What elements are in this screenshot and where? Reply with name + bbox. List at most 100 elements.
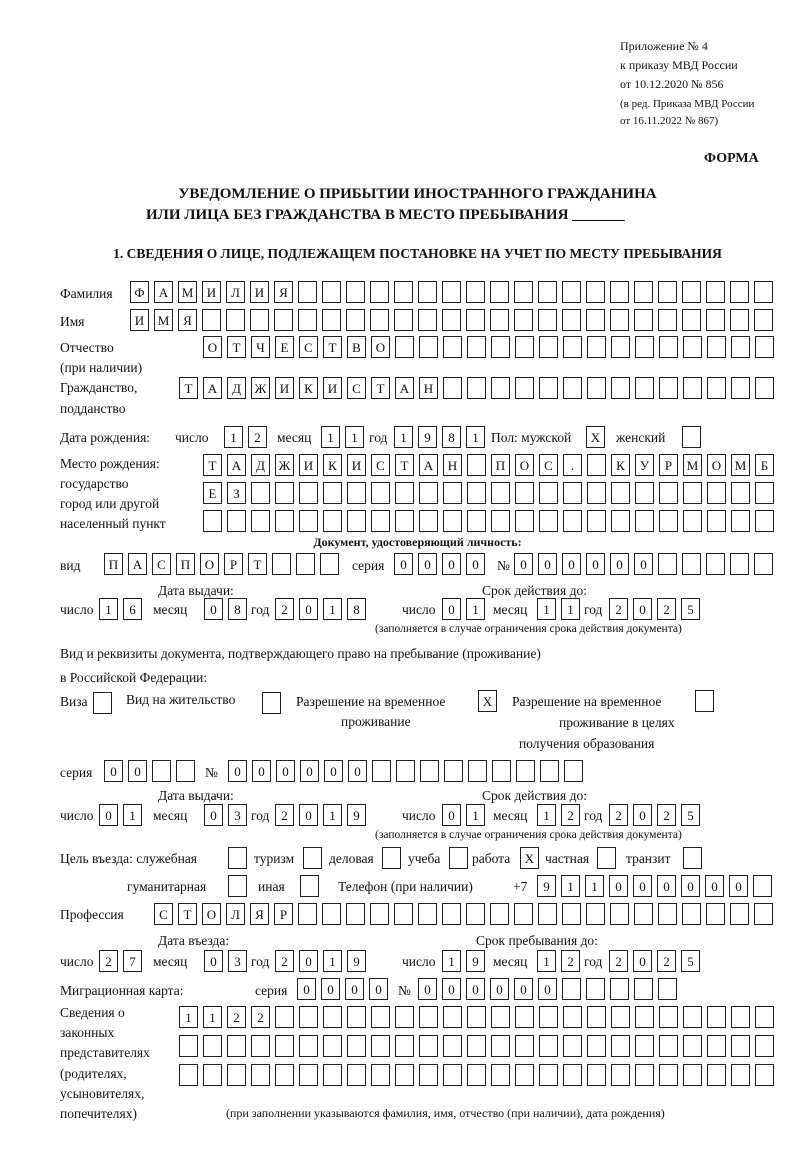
- purpose-work-checkbox[interactable]: X: [520, 847, 539, 869]
- birth-place-box[interactable]: Н: [443, 454, 462, 476]
- birth-place-box[interactable]: [419, 482, 438, 504]
- entry-month-box[interactable]: 0: [204, 950, 223, 972]
- patronymic-box[interactable]: [755, 336, 774, 358]
- representatives-box[interactable]: 2: [227, 1006, 246, 1028]
- representatives-box[interactable]: [731, 1064, 750, 1086]
- patronymic-box[interactable]: Е: [275, 336, 294, 358]
- sex-female-checkbox[interactable]: [682, 426, 701, 448]
- name-box[interactable]: [226, 309, 245, 331]
- migration-number-box[interactable]: [634, 978, 653, 1000]
- birth-place-box[interactable]: К: [611, 454, 630, 476]
- id-number-box[interactable]: [730, 553, 749, 575]
- birth-place-box[interactable]: А: [419, 454, 438, 476]
- representatives-box[interactable]: [275, 1035, 294, 1057]
- representatives-box[interactable]: [347, 1035, 366, 1057]
- name-box[interactable]: [730, 309, 749, 331]
- representatives-box[interactable]: 2: [251, 1006, 270, 1028]
- birth-place-box[interactable]: [371, 510, 390, 532]
- representatives-box[interactable]: [395, 1006, 414, 1028]
- name-box[interactable]: М: [154, 309, 173, 331]
- citizenship-box[interactable]: [635, 377, 654, 399]
- purpose-business-checkbox[interactable]: [382, 847, 401, 869]
- birth-place-box[interactable]: [251, 482, 270, 504]
- id-number-box[interactable]: 0: [586, 553, 605, 575]
- birth-place-box[interactable]: [755, 482, 774, 504]
- birth-place-box[interactable]: И: [347, 454, 366, 476]
- res-number-box[interactable]: [372, 760, 391, 782]
- birth-place-box[interactable]: С: [371, 454, 390, 476]
- representatives-box[interactable]: [515, 1035, 534, 1057]
- patronymic-box[interactable]: О: [371, 336, 390, 358]
- representatives-box[interactable]: [491, 1006, 510, 1028]
- birth-place-box[interactable]: Б: [755, 454, 774, 476]
- profession-box[interactable]: [538, 903, 557, 925]
- id-type-box[interactable]: П: [176, 553, 195, 575]
- profession-box[interactable]: [658, 903, 677, 925]
- res-issue-year-box[interactable]: 9: [347, 804, 366, 826]
- citizenship-box[interactable]: [563, 377, 582, 399]
- representatives-box[interactable]: 1: [203, 1006, 222, 1028]
- id-type-box[interactable]: Р: [224, 553, 243, 575]
- name-box[interactable]: [610, 309, 629, 331]
- birth-place-box[interactable]: У: [635, 454, 654, 476]
- birth-month-box[interactable]: 1: [321, 426, 340, 448]
- id-type-box[interactable]: [296, 553, 315, 575]
- name-box[interactable]: [634, 309, 653, 331]
- id-valid-year-box[interactable]: 2: [657, 598, 676, 620]
- citizenship-box[interactable]: Н: [419, 377, 438, 399]
- id-valid-month-box[interactable]: 1: [561, 598, 580, 620]
- birth-day-box[interactable]: 2: [248, 426, 267, 448]
- entry-day-box[interactable]: 2: [99, 950, 118, 972]
- representatives-box[interactable]: [539, 1064, 558, 1086]
- profession-box[interactable]: [394, 903, 413, 925]
- migration-series-box[interactable]: 0: [345, 978, 364, 1000]
- phone-box[interactable]: 0: [609, 875, 628, 897]
- birth-month-box[interactable]: 1: [345, 426, 364, 448]
- representatives-box[interactable]: [467, 1035, 486, 1057]
- surname-box[interactable]: [298, 281, 317, 303]
- res-number-box[interactable]: [564, 760, 583, 782]
- citizenship-box[interactable]: А: [203, 377, 222, 399]
- profession-box[interactable]: [706, 903, 725, 925]
- surname-box[interactable]: [682, 281, 701, 303]
- birth-place-box[interactable]: С: [539, 454, 558, 476]
- res-valid-day-box[interactable]: 1: [466, 804, 485, 826]
- representatives-box[interactable]: [347, 1064, 366, 1086]
- representatives-box[interactable]: [635, 1035, 654, 1057]
- birth-place-box[interactable]: [467, 482, 486, 504]
- representatives-box[interactable]: [707, 1064, 726, 1086]
- migration-number-box[interactable]: 0: [514, 978, 533, 1000]
- id-type-box[interactable]: А: [128, 553, 147, 575]
- profession-box[interactable]: [586, 903, 605, 925]
- representatives-box[interactable]: [419, 1035, 438, 1057]
- phone-box[interactable]: 0: [681, 875, 700, 897]
- patronymic-box[interactable]: Т: [323, 336, 342, 358]
- entry-year-box[interactable]: 9: [347, 950, 366, 972]
- stay-month-box[interactable]: 1: [537, 950, 556, 972]
- representatives-box[interactable]: [683, 1035, 702, 1057]
- entry-year-box[interactable]: 1: [323, 950, 342, 972]
- patronymic-box[interactable]: [563, 336, 582, 358]
- birth-place-box[interactable]: [275, 482, 294, 504]
- birth-place-box[interactable]: [227, 510, 246, 532]
- name-box[interactable]: [298, 309, 317, 331]
- migration-number-box[interactable]: [610, 978, 629, 1000]
- temp-permit-checkbox[interactable]: X: [478, 690, 497, 712]
- birth-place-box[interactable]: [443, 510, 462, 532]
- representatives-box[interactable]: [491, 1064, 510, 1086]
- res-number-box[interactable]: 0: [252, 760, 271, 782]
- res-number-box[interactable]: 0: [300, 760, 319, 782]
- birth-place-box[interactable]: .: [563, 454, 582, 476]
- representatives-box[interactable]: [419, 1064, 438, 1086]
- id-number-box[interactable]: 0: [634, 553, 653, 575]
- representatives-box[interactable]: [635, 1006, 654, 1028]
- res-series-box[interactable]: [152, 760, 171, 782]
- birth-place-box[interactable]: [683, 482, 702, 504]
- profession-box[interactable]: [562, 903, 581, 925]
- citizenship-box[interactable]: А: [395, 377, 414, 399]
- representatives-box[interactable]: [563, 1006, 582, 1028]
- representatives-box[interactable]: [467, 1006, 486, 1028]
- birth-place-box[interactable]: Е: [203, 482, 222, 504]
- profession-box[interactable]: [682, 903, 701, 925]
- citizenship-box[interactable]: Т: [179, 377, 198, 399]
